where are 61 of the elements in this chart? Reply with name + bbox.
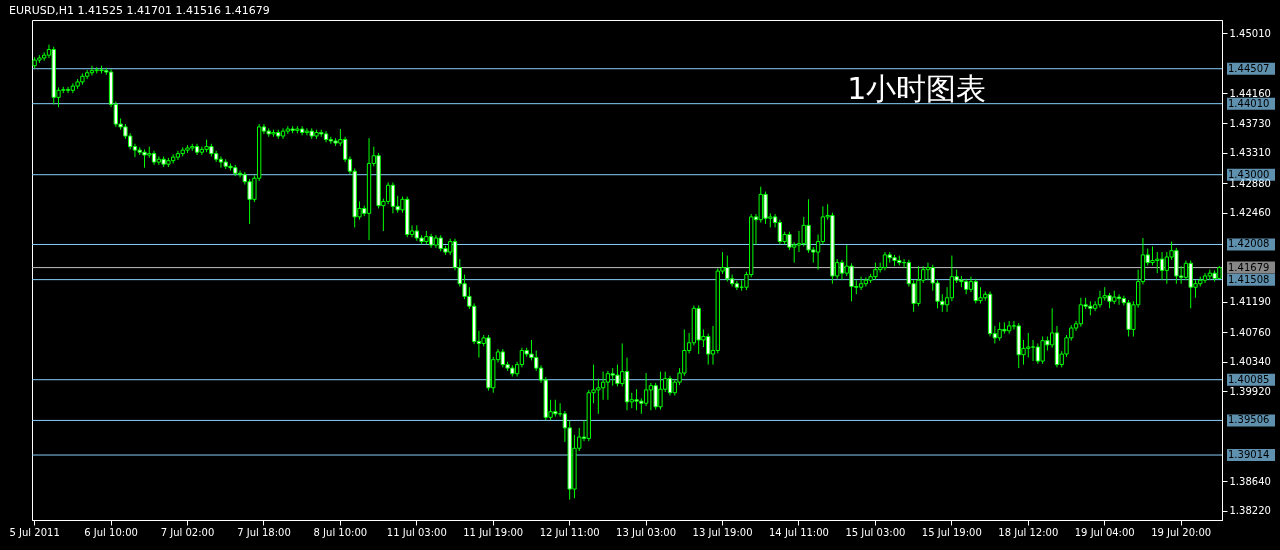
- candlestick: [65, 86, 71, 94]
- y-tick-label: 1.38640: [1229, 475, 1271, 487]
- candlestick: [1035, 342, 1041, 365]
- ref-line-label: 1.43000: [1228, 168, 1270, 180]
- y-tick-label: 1.40340: [1229, 356, 1271, 368]
- y-tick-label: 1.43310: [1229, 147, 1271, 159]
- candlestick: [839, 259, 845, 281]
- candlestick: [385, 181, 391, 205]
- ref-line-label: 1.42008: [1228, 238, 1270, 250]
- x-tick-label: 19 Jul 04:00: [1074, 526, 1135, 538]
- candlestick: [218, 155, 224, 169]
- ref-line-label: 1.44507: [1228, 62, 1270, 74]
- x-tick-label: 12 Jul 11:00: [539, 526, 600, 538]
- ref-line-label: 1.40085: [1228, 373, 1270, 385]
- ref-line-label: 1.41679: [1228, 261, 1270, 273]
- y-tick-label: 1.38220: [1229, 505, 1271, 517]
- y-tick-label: 1.39920: [1229, 385, 1271, 397]
- y-tick-label: 1.42460: [1229, 207, 1271, 219]
- x-tick-label: 13 Jul 19:00: [692, 526, 753, 538]
- candlestick: [648, 382, 654, 411]
- x-tick-label: 6 Jul 10:00: [84, 526, 138, 538]
- candlestick: [1030, 339, 1036, 362]
- x-tick-label: 11 Jul 19:00: [463, 526, 524, 538]
- y-tick-label: 1.42880: [1229, 177, 1271, 189]
- candlestick: [1097, 290, 1103, 309]
- chart-title: EURUSD,H1 1.41525 1.41701 1.41516 1.41679: [9, 4, 270, 17]
- candlestick: [925, 262, 931, 281]
- x-tick-label: 18 Jul 12:00: [998, 526, 1059, 538]
- x-tick-label: 7 Jul 18:00: [237, 526, 291, 538]
- x-tick-label: 8 Jul 10:00: [313, 526, 368, 538]
- candlestick: [949, 255, 955, 302]
- ref-line-label: 1.39014: [1228, 449, 1270, 461]
- y-tick-label: 1.44160: [1229, 87, 1271, 99]
- y-tick-label: 1.41190: [1229, 296, 1271, 308]
- candlestick: [605, 370, 611, 401]
- x-tick-label: 19 Jul 20:00: [1151, 526, 1212, 538]
- x-tick-label: 13 Jul 03:00: [616, 526, 677, 538]
- candlestick: [304, 127, 310, 136]
- candlestick: [643, 372, 649, 407]
- x-tick-label: 15 Jul 19:00: [921, 526, 982, 538]
- x-tick-label: 15 Jul 03:00: [845, 526, 906, 538]
- candlestick: [1159, 251, 1165, 281]
- candlestick: [882, 251, 888, 271]
- x-tick-label: 5 Jul 2011: [9, 526, 60, 538]
- ref-line-label: 1.41508: [1228, 273, 1270, 285]
- candlestick: [1078, 297, 1084, 328]
- y-tick-label: 1.43730: [1229, 117, 1271, 129]
- annotation: 1小时图表: [847, 71, 987, 106]
- x-tick-label: 7 Jul 02:00: [160, 526, 215, 538]
- x-tick-label: 14 Jul 11:00: [768, 526, 829, 538]
- y-tick-label: 1.40760: [1229, 326, 1271, 338]
- candlestick: [89, 65, 95, 77]
- ref-line-label: 1.44010: [1228, 97, 1270, 109]
- candlestick: [667, 375, 673, 397]
- candlestick: [777, 219, 783, 245]
- ref-line-label: 1.39506: [1228, 414, 1270, 426]
- x-tick-label: 11 Jul 03:00: [386, 526, 447, 538]
- candlestick: [1116, 293, 1122, 306]
- y-tick-label: 1.45010: [1229, 27, 1271, 39]
- candlestick: [390, 181, 396, 214]
- candlestick: [858, 276, 864, 291]
